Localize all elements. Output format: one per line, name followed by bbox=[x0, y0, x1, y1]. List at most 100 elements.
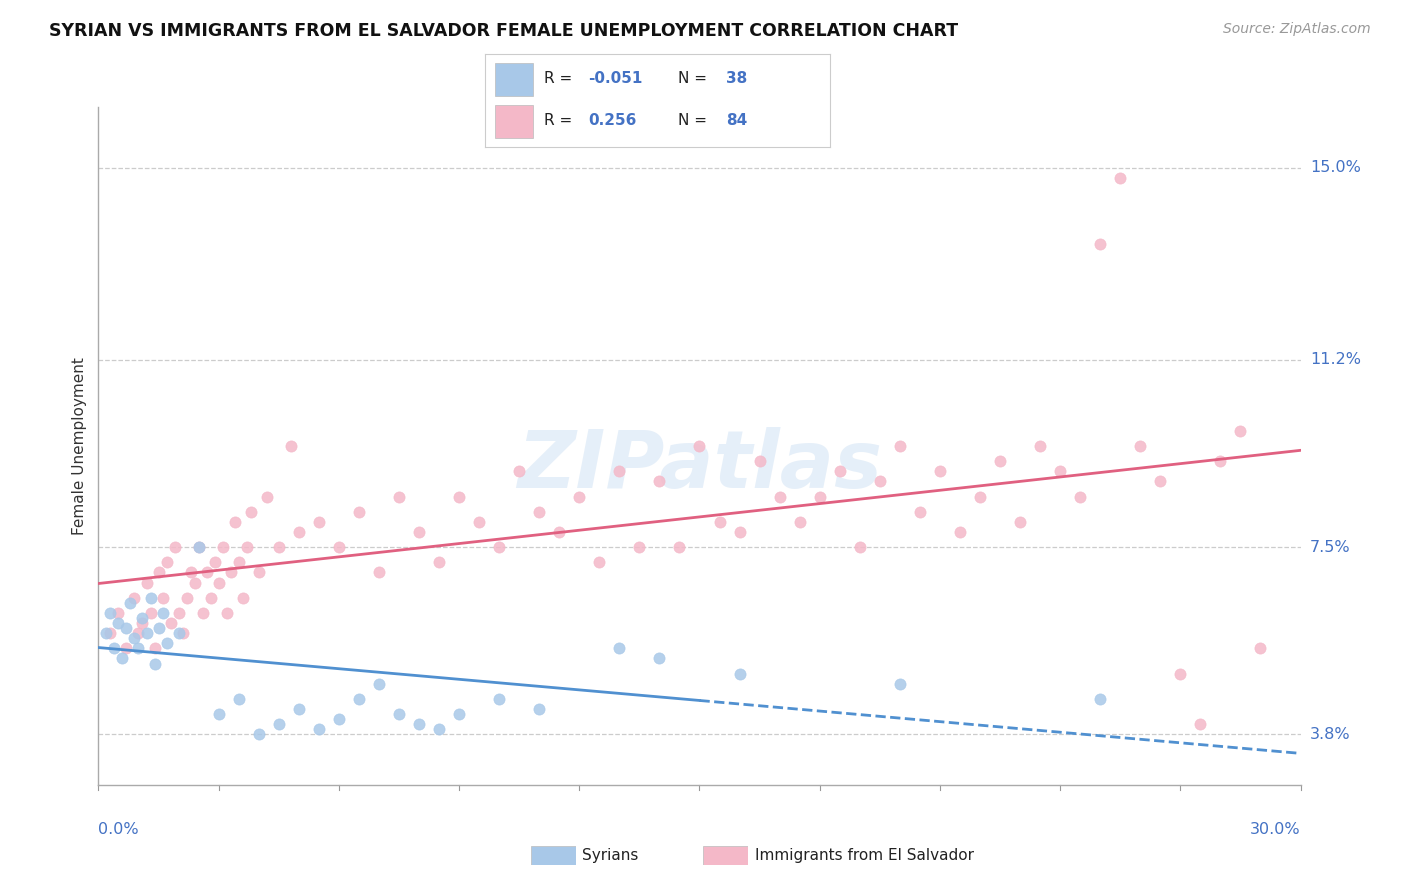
Point bbox=[135, 575, 157, 590]
Point bbox=[427, 555, 450, 569]
Point bbox=[167, 606, 190, 620]
Y-axis label: Female Unemployment: Female Unemployment bbox=[72, 357, 87, 535]
Point bbox=[176, 591, 198, 605]
Point bbox=[228, 692, 250, 706]
Point bbox=[688, 439, 710, 453]
Text: N =: N = bbox=[678, 71, 711, 87]
Point bbox=[155, 555, 177, 569]
Text: 30.0%: 30.0% bbox=[1250, 822, 1301, 838]
Point bbox=[789, 515, 811, 529]
Point bbox=[347, 692, 370, 706]
Point bbox=[267, 540, 290, 554]
Text: N =: N = bbox=[678, 113, 711, 128]
Point bbox=[1049, 464, 1071, 478]
Point bbox=[115, 641, 138, 656]
Point bbox=[111, 651, 134, 665]
Point bbox=[447, 707, 470, 722]
Point bbox=[139, 606, 162, 620]
Point bbox=[152, 606, 174, 620]
Point bbox=[529, 505, 551, 519]
Point bbox=[208, 575, 231, 590]
Text: 15.0%: 15.0% bbox=[1310, 161, 1361, 175]
Point bbox=[172, 626, 194, 640]
Point bbox=[100, 626, 122, 640]
Text: 84: 84 bbox=[725, 113, 748, 128]
Point bbox=[628, 540, 651, 554]
Point bbox=[228, 555, 250, 569]
Point bbox=[1229, 424, 1251, 438]
Point bbox=[247, 566, 270, 580]
Text: 3.8%: 3.8% bbox=[1310, 727, 1351, 742]
Point bbox=[267, 717, 290, 731]
Point bbox=[232, 591, 254, 605]
Point bbox=[107, 606, 129, 620]
Point bbox=[143, 657, 166, 671]
Point bbox=[103, 641, 125, 656]
Point bbox=[219, 566, 242, 580]
Point bbox=[969, 490, 991, 504]
Bar bbox=[495, 63, 533, 95]
Point bbox=[849, 540, 872, 554]
Text: 11.2%: 11.2% bbox=[1310, 352, 1361, 368]
Point bbox=[115, 621, 138, 635]
Text: Immigrants from El Salvador: Immigrants from El Salvador bbox=[755, 848, 974, 863]
Point bbox=[609, 464, 631, 478]
Point bbox=[120, 596, 142, 610]
Point bbox=[768, 490, 790, 504]
Point bbox=[204, 555, 226, 569]
Point bbox=[287, 524, 309, 539]
Point bbox=[224, 515, 246, 529]
Point bbox=[187, 540, 209, 554]
Text: R =: R = bbox=[544, 71, 576, 87]
Point bbox=[128, 641, 150, 656]
Point bbox=[180, 566, 202, 580]
Point bbox=[1029, 439, 1052, 453]
Point bbox=[155, 636, 177, 650]
Text: R =: R = bbox=[544, 113, 576, 128]
Point bbox=[1109, 170, 1132, 185]
Point bbox=[388, 707, 411, 722]
Point bbox=[195, 566, 218, 580]
Point bbox=[183, 575, 205, 590]
Point bbox=[988, 454, 1011, 468]
Point bbox=[447, 490, 470, 504]
Point bbox=[408, 717, 430, 731]
Point bbox=[163, 540, 186, 554]
Point bbox=[648, 651, 671, 665]
Text: 7.5%: 7.5% bbox=[1310, 540, 1351, 555]
Point bbox=[548, 524, 571, 539]
Point bbox=[287, 702, 309, 716]
Point bbox=[668, 540, 690, 554]
Point bbox=[208, 707, 231, 722]
Point bbox=[488, 540, 510, 554]
Text: ZIPatlas: ZIPatlas bbox=[517, 427, 882, 506]
Point bbox=[728, 524, 751, 539]
Point bbox=[1088, 692, 1111, 706]
Point bbox=[148, 566, 170, 580]
Text: 0.0%: 0.0% bbox=[98, 822, 139, 838]
Point bbox=[908, 505, 931, 519]
Point bbox=[1088, 236, 1111, 251]
Point bbox=[889, 677, 911, 691]
Point bbox=[368, 566, 391, 580]
Point bbox=[131, 611, 153, 625]
Point bbox=[239, 505, 262, 519]
Point bbox=[889, 439, 911, 453]
Point bbox=[808, 490, 831, 504]
Point bbox=[215, 606, 238, 620]
Point bbox=[748, 454, 770, 468]
Text: Source: ZipAtlas.com: Source: ZipAtlas.com bbox=[1223, 22, 1371, 37]
Point bbox=[1209, 454, 1232, 468]
Point bbox=[143, 641, 166, 656]
Point bbox=[107, 616, 129, 631]
Point bbox=[728, 666, 751, 681]
Point bbox=[427, 723, 450, 737]
Point bbox=[148, 621, 170, 635]
Point bbox=[588, 555, 610, 569]
Text: 0.256: 0.256 bbox=[588, 113, 637, 128]
Point bbox=[388, 490, 411, 504]
Point bbox=[308, 515, 330, 529]
Point bbox=[609, 641, 631, 656]
Point bbox=[200, 591, 222, 605]
Point bbox=[368, 677, 391, 691]
